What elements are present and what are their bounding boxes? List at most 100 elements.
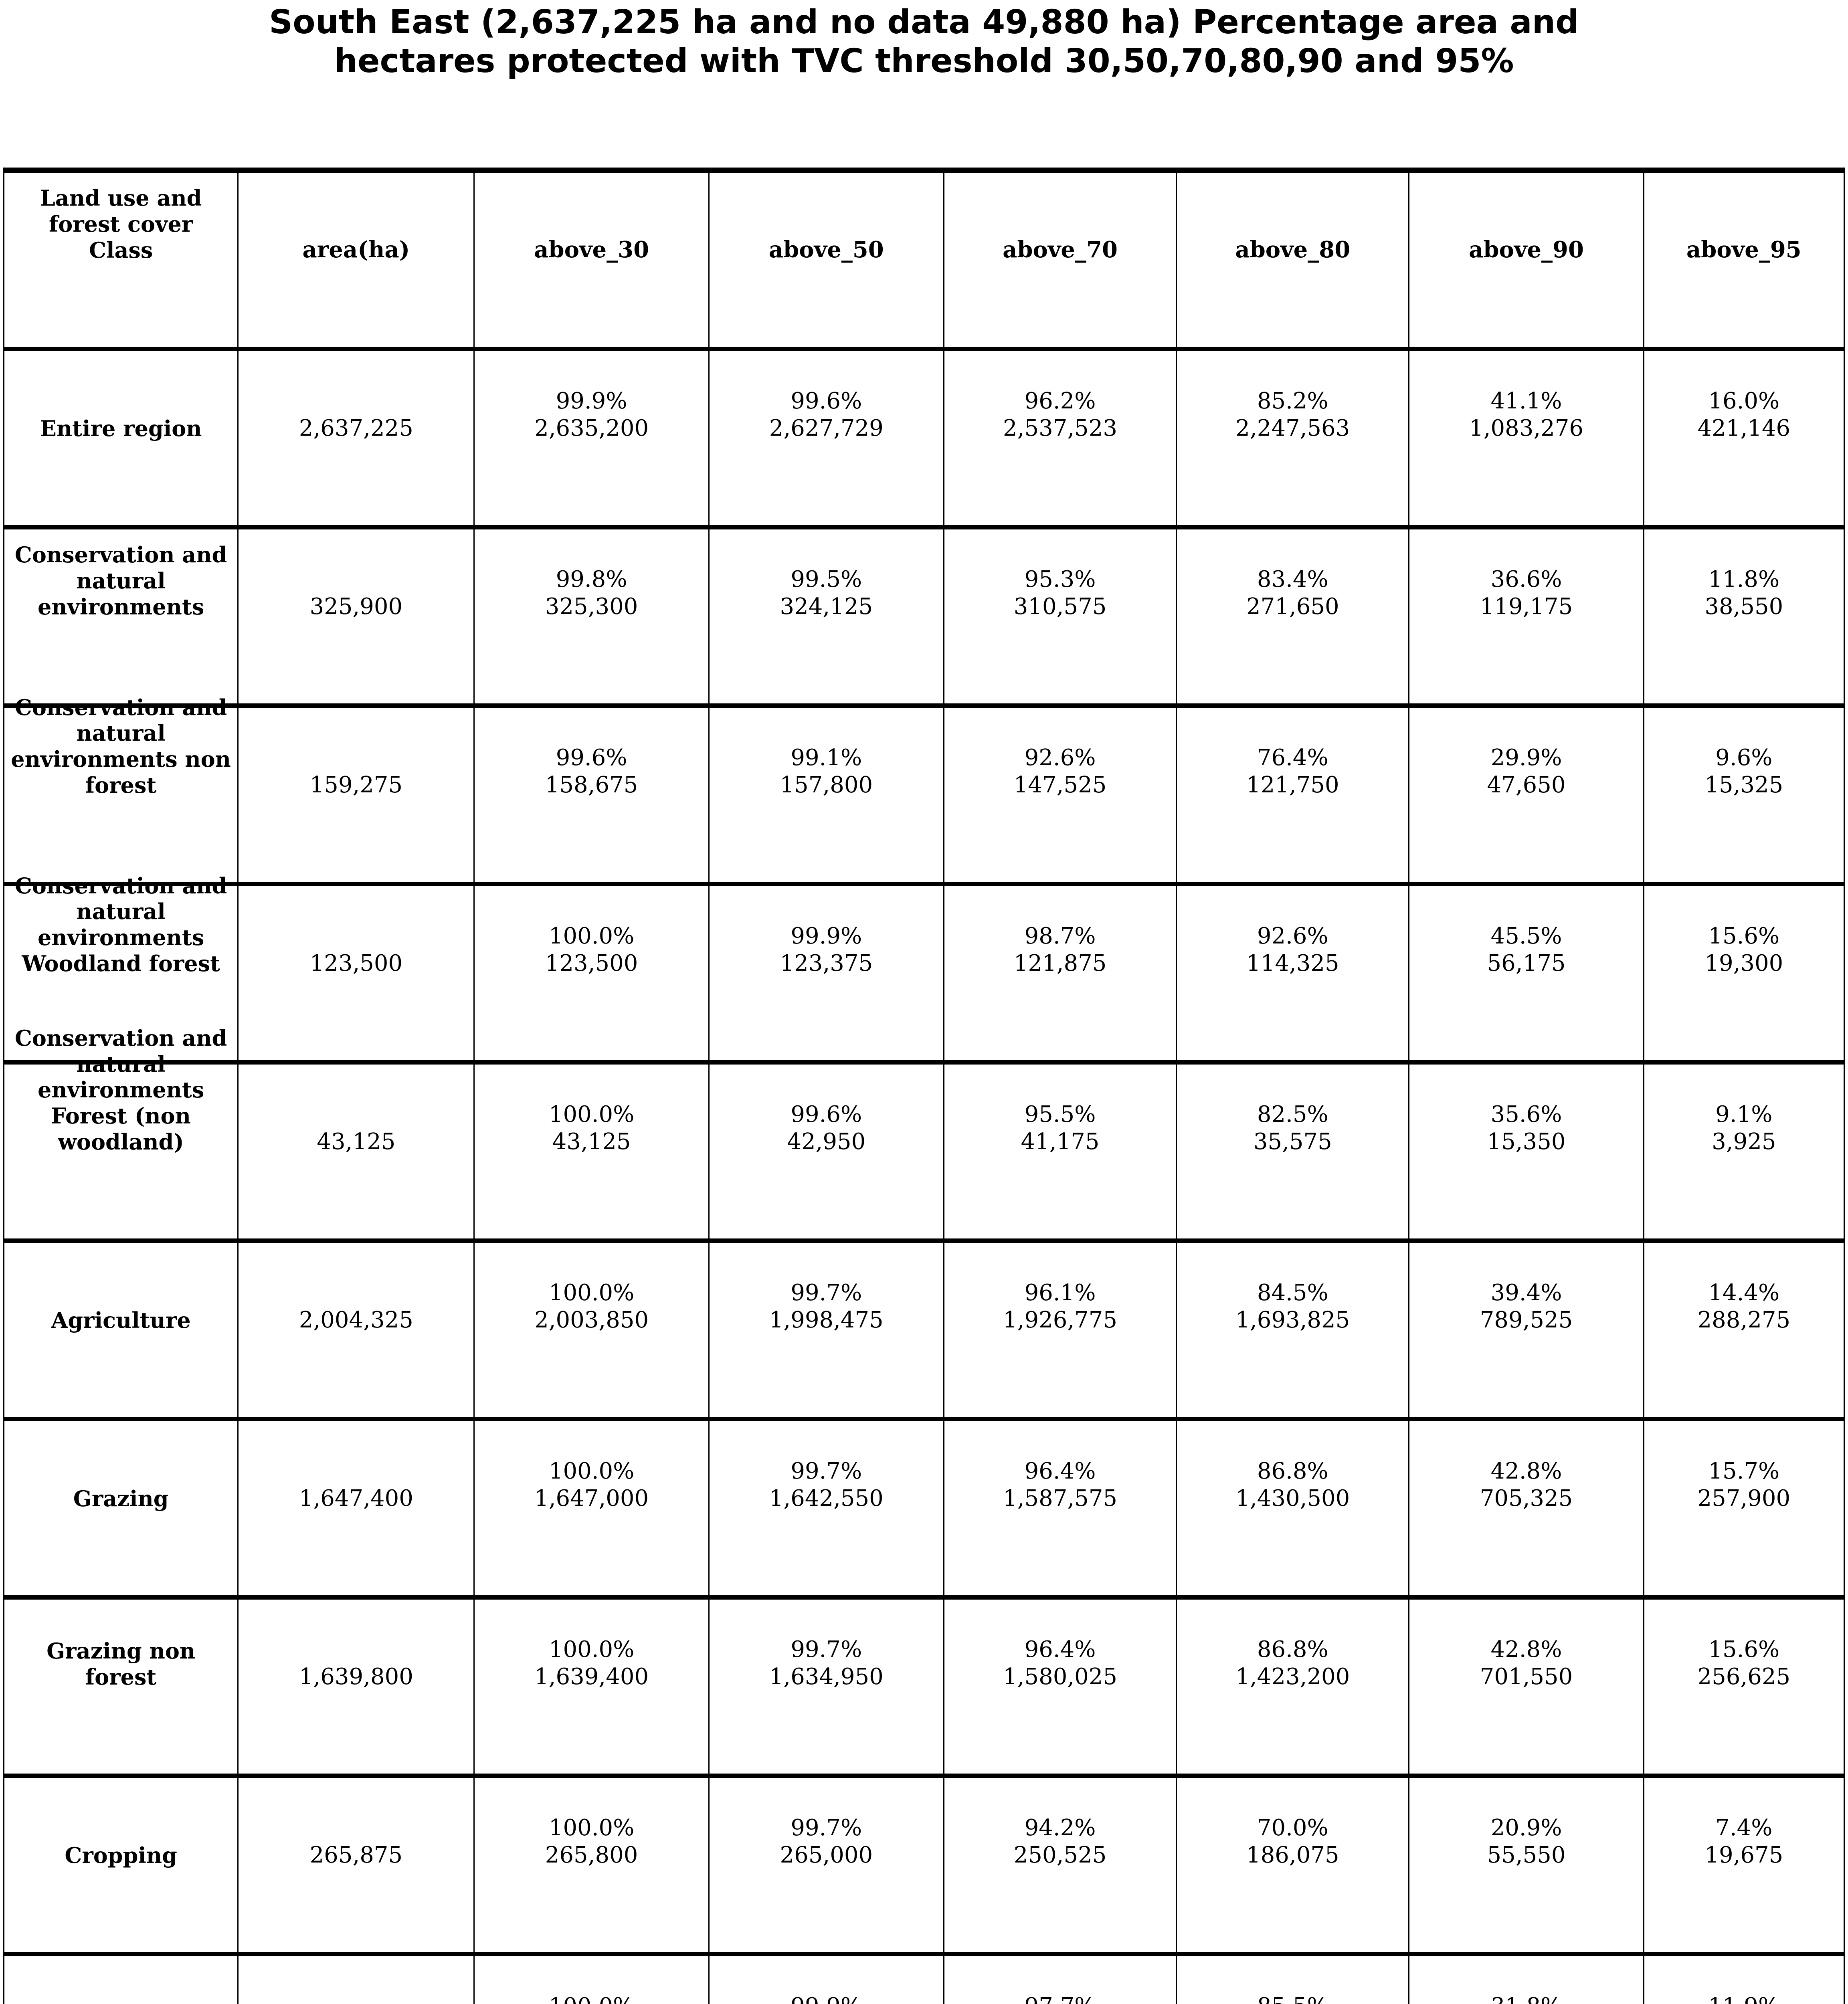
value-text: 11.8% 38,550 xyxy=(1647,566,1841,620)
area-cell: 159,275 xyxy=(237,708,473,882)
class-label: Grazing xyxy=(73,1485,169,1511)
value-cell: 7.4% 19,675 xyxy=(1643,1778,1844,1952)
value-cell: 85.5%76,500 xyxy=(1176,1956,1408,2004)
class-label-cell: Conservation and natural environments Wo… xyxy=(4,873,237,1060)
pct-value: 35.6% xyxy=(1490,1101,1562,1128)
ha-value: 3,925 xyxy=(1712,1128,1776,1155)
column-header-label: above_70 xyxy=(1003,236,1118,263)
table-row: Irrigation89,500100.0%89,50099.9%89,3759… xyxy=(4,1956,1844,2004)
value-cell: 39.4% 789,525 xyxy=(1408,1243,1643,1417)
area-value: 1,639,800 xyxy=(299,1663,413,1690)
value-text: 99.7% 1,642,550 xyxy=(712,1458,941,1511)
column-header-label: above_50 xyxy=(768,236,884,263)
area-cell: 265,875 xyxy=(237,1778,473,1952)
class-label: Entire region xyxy=(40,415,202,441)
pct-value: 95.5% xyxy=(1024,1101,1096,1128)
value-text: 86.8% 1,423,200 xyxy=(1179,1636,1406,1690)
value-text: 15.7% 257,900 xyxy=(1647,1458,1841,1511)
area-cell: 123,500 xyxy=(237,886,473,1060)
column-header-label: above_90 xyxy=(1469,236,1584,263)
value-cell: 96.2% 2,537,523 xyxy=(943,351,1176,525)
value-text: 96.1% 1,926,775 xyxy=(947,1279,1173,1333)
pct-value: 92.6% xyxy=(1024,745,1096,771)
ha-value: 1,587,575 xyxy=(1003,1485,1118,1511)
pct-value: 99.9% xyxy=(791,923,862,949)
ha-value: 1,693,825 xyxy=(1235,1307,1350,1333)
value-cell: 99.7% 1,998,475 xyxy=(708,1243,943,1417)
value-text: 31.8%28,500 xyxy=(1412,1993,1640,2004)
pct-value: 100.0% xyxy=(548,1815,635,1841)
ha-value: 38,550 xyxy=(1704,593,1783,620)
value-cell: 94.2% 250,525 xyxy=(943,1778,1176,1952)
pct-value: 99.6% xyxy=(791,1101,862,1128)
class-label-cell: Conservation and natural environments no… xyxy=(4,695,237,882)
value-cell: 97.7%87,425 xyxy=(943,1956,1176,2004)
pct-value: 92.6% xyxy=(1257,923,1328,949)
value-text: 92.6% 114,325 xyxy=(1179,923,1406,976)
ha-value: 2,247,563 xyxy=(1235,415,1350,441)
value-text: 41.1% 1,083,276 xyxy=(1412,388,1640,441)
ha-value: 2,627,729 xyxy=(769,415,884,441)
pct-value: 86.8% xyxy=(1257,1636,1328,1663)
value-text: 100.0% 1,647,000 xyxy=(477,1458,706,1511)
value-text: 99.7% 1,998,475 xyxy=(712,1279,941,1333)
ha-value: 324,125 xyxy=(780,593,873,620)
pct-value: 96.1% xyxy=(1024,1280,1096,1306)
data-table: Land use and forest cover Class area(ha) a… xyxy=(3,168,1845,2004)
value-text: 96.4% 1,587,575 xyxy=(947,1458,1173,1511)
area-cell: 43,125 xyxy=(237,1065,473,1238)
pct-value: 16.0% xyxy=(1708,388,1780,414)
value-cell: 100.0%89,500 xyxy=(473,1956,708,2004)
pct-value: 76.4% xyxy=(1257,745,1328,771)
ha-value: 2,537,523 xyxy=(1003,415,1118,441)
value-cell: 99.7% 1,634,950 xyxy=(708,1600,943,1774)
column-header: above_30 xyxy=(473,173,708,347)
table-row: Conservation and natural environments 325… xyxy=(4,529,1844,708)
ha-value: 47,650 xyxy=(1487,772,1566,798)
value-text: 85.2% 2,247,563 xyxy=(1179,388,1406,441)
pct-value: 99.5% xyxy=(791,566,862,593)
class-label-cell: Cropping xyxy=(4,1778,237,1952)
ha-value: 789,525 xyxy=(1480,1307,1573,1333)
value-text: 97.7%87,425 xyxy=(947,1993,1173,2004)
area-value: 1,647,400 xyxy=(299,1485,413,1511)
class-label-cell: Conservation and natural environments Fo… xyxy=(4,1025,237,1238)
class-label-cell: Entire region xyxy=(4,351,237,525)
value-text: 96.4% 1,580,025 xyxy=(947,1636,1173,1690)
value-text: 11.9%10,625 xyxy=(1647,1993,1841,2004)
pct-value: 84.5% xyxy=(1257,1280,1328,1306)
table-row: Grazing non forest 1,639,800 100.0% 1,639,4… xyxy=(4,1600,1844,1778)
class-label: Cropping xyxy=(65,1842,177,1868)
value-text: 99.9% 2,635,200 xyxy=(477,388,706,441)
value-cell: 85.2% 2,247,563 xyxy=(1176,351,1408,525)
ha-value: 157,800 xyxy=(780,772,873,798)
pct-value: 39.4% xyxy=(1490,1280,1562,1306)
ha-value: 35,575 xyxy=(1253,1128,1332,1155)
class-label-cell: Grazing non forest xyxy=(4,1600,237,1774)
value-cell: 45.5% 56,175 xyxy=(1408,886,1643,1060)
value-cell: 31.8%28,500 xyxy=(1408,1956,1643,2004)
ha-value: 19,300 xyxy=(1704,950,1783,976)
value-cell: 70.0% 186,075 xyxy=(1176,1778,1408,1952)
value-text: 15.6% 256,625 xyxy=(1647,1636,1841,1690)
area-cell: 2,004,325 xyxy=(237,1243,473,1417)
pct-value: 99.9% xyxy=(712,1993,941,2004)
pct-value: 99.7% xyxy=(791,1815,862,1841)
pct-value: 100.0% xyxy=(548,1280,635,1306)
value-text: 45.5% 56,175 xyxy=(1412,923,1640,976)
value-cell: 16.0% 421,146 xyxy=(1643,351,1844,525)
value-text: 99.6% 158,675 xyxy=(477,744,706,798)
pct-value: 15.6% xyxy=(1708,923,1780,949)
ha-value: 1,430,500 xyxy=(1235,1485,1350,1511)
ha-value: 257,900 xyxy=(1697,1485,1791,1511)
value-text: 85.5%76,500 xyxy=(1179,1993,1406,2004)
value-cell: 86.8% 1,430,500 xyxy=(1176,1421,1408,1595)
pct-value: 99.9% xyxy=(556,388,627,414)
value-text: 100.0% 2,003,850 xyxy=(477,1279,706,1333)
value-text: 42.8% 701,550 xyxy=(1412,1636,1640,1690)
table-row: Agriculture 2,004,325 100.0% 2,003,850 99.7%… xyxy=(4,1243,1844,1421)
ha-value: 1,580,025 xyxy=(1003,1663,1118,1690)
ha-value: 147,525 xyxy=(1013,772,1107,798)
value-cell: 35.6% 15,350 xyxy=(1408,1065,1643,1238)
class-label: Grazing non forest xyxy=(47,1638,196,1690)
